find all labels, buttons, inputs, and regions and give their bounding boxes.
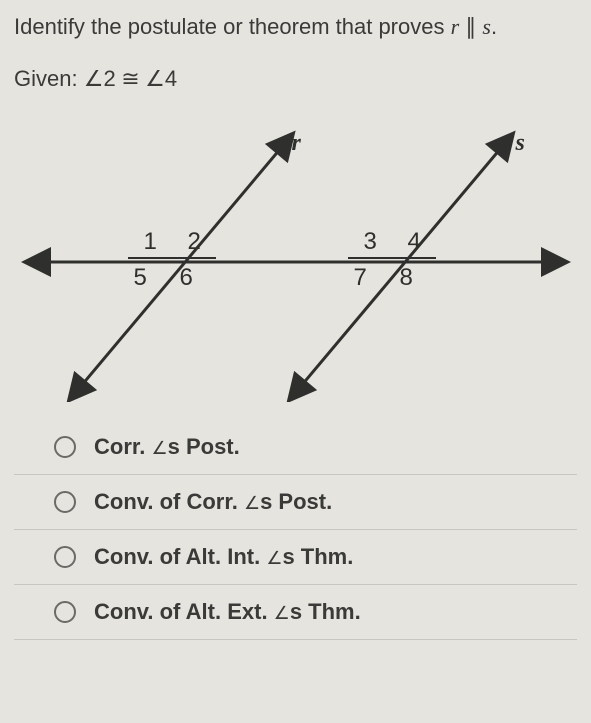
radio-icon[interactable] — [54, 491, 76, 513]
radio-icon[interactable] — [54, 601, 76, 623]
opt-pre: Conv. of Alt. Ext. — [94, 599, 274, 624]
option-text: Conv. of Alt. Ext. ∠s Thm. — [94, 599, 361, 625]
angle-symbol-1: ∠ — [84, 66, 104, 91]
var-r: r — [451, 14, 460, 39]
angle-7: 7 — [354, 264, 367, 292]
question-suffix: . — [491, 14, 497, 39]
opt-post: s Thm. — [282, 544, 353, 569]
angle-5: 5 — [134, 264, 147, 292]
given-text: Given: ∠2 ≅ ∠4 — [14, 66, 577, 92]
option-row[interactable]: Conv. of Corr. ∠s Post. — [14, 475, 577, 530]
option-row[interactable]: Conv. of Alt. Ext. ∠s Thm. — [14, 585, 577, 640]
label-r: r — [292, 130, 301, 157]
angle-1: 1 — [144, 228, 157, 256]
opt-angle-icon: ∠ — [274, 603, 290, 623]
angle-3: 3 — [364, 228, 377, 256]
opt-pre: Conv. of Alt. Int. — [94, 544, 266, 569]
radio-icon[interactable] — [54, 546, 76, 568]
option-row[interactable]: Conv. of Alt. Int. ∠s Thm. — [14, 530, 577, 585]
opt-post: s Post. — [260, 489, 332, 514]
option-text: Conv. of Alt. Int. ∠s Thm. — [94, 544, 353, 570]
angle-symbol-2: ∠ — [145, 66, 165, 91]
parallel-symbol: ∥ — [459, 14, 482, 39]
var-s: s — [482, 14, 491, 39]
opt-pre: Corr. — [94, 434, 151, 459]
question-text: Identify the postulate or theorem that p… — [14, 12, 577, 42]
congruent-symbol: ≅ — [116, 66, 145, 91]
opt-post: s Thm. — [290, 599, 361, 624]
given-label: Given: — [14, 66, 84, 91]
option-text: Corr. ∠s Post. — [94, 434, 240, 460]
given-angle-2: 4 — [165, 66, 177, 91]
option-row[interactable]: Corr. ∠s Post. — [14, 420, 577, 475]
angle-4: 4 — [408, 228, 421, 256]
angle-8: 8 — [400, 264, 413, 292]
options-list: Corr. ∠s Post. Conv. of Corr. ∠s Post. C… — [14, 420, 577, 640]
opt-angle-icon: ∠ — [151, 438, 167, 458]
opt-angle-icon: ∠ — [244, 493, 260, 513]
question-prefix: Identify the postulate or theorem that p… — [14, 14, 451, 39]
given-angle-1: 2 — [103, 66, 115, 91]
angle-6: 6 — [180, 264, 193, 292]
opt-post: s Post. — [168, 434, 240, 459]
opt-angle-icon: ∠ — [266, 548, 282, 568]
label-s: s — [516, 130, 525, 157]
angle-2: 2 — [188, 228, 201, 256]
diagram: r s 1 2 5 6 3 4 7 8 — [16, 102, 576, 402]
opt-pre: Conv. of Corr. — [94, 489, 244, 514]
radio-icon[interactable] — [54, 436, 76, 458]
option-text: Conv. of Corr. ∠s Post. — [94, 489, 332, 515]
